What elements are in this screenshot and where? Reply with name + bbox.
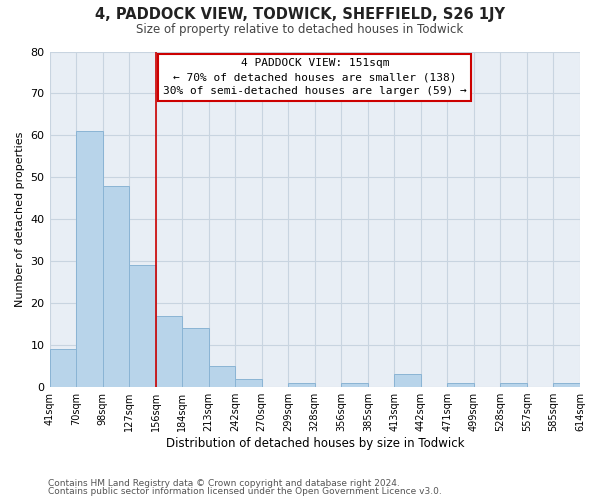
Bar (448, 383, 474, 387)
Bar (155, 316, 182, 387)
Bar (76, 131, 103, 387)
Text: 4, PADDOCK VIEW, TODWICK, SHEFFIELD, S26 1JY: 4, PADDOCK VIEW, TODWICK, SHEFFIELD, S26… (95, 8, 505, 22)
Bar (50, 350, 76, 387)
Bar (209, 366, 235, 387)
X-axis label: Distribution of detached houses by size in Todwick: Distribution of detached houses by size … (166, 437, 464, 450)
Bar (235, 378, 262, 387)
Text: 4 PADDOCK VIEW: 151sqm
← 70% of detached houses are smaller (138)
30% of semi-de: 4 PADDOCK VIEW: 151sqm ← 70% of detached… (163, 58, 467, 96)
Text: Contains public sector information licensed under the Open Government Licence v3: Contains public sector information licen… (48, 487, 442, 496)
Bar (341, 383, 368, 387)
Bar (394, 374, 421, 387)
Bar (103, 186, 129, 387)
Y-axis label: Number of detached properties: Number of detached properties (15, 132, 25, 307)
Text: Contains HM Land Registry data © Crown copyright and database right 2024.: Contains HM Land Registry data © Crown c… (48, 478, 400, 488)
Bar (553, 383, 580, 387)
Bar (288, 383, 315, 387)
Bar (500, 383, 527, 387)
Bar (129, 266, 155, 387)
Bar (182, 328, 209, 387)
Text: Size of property relative to detached houses in Todwick: Size of property relative to detached ho… (136, 22, 464, 36)
